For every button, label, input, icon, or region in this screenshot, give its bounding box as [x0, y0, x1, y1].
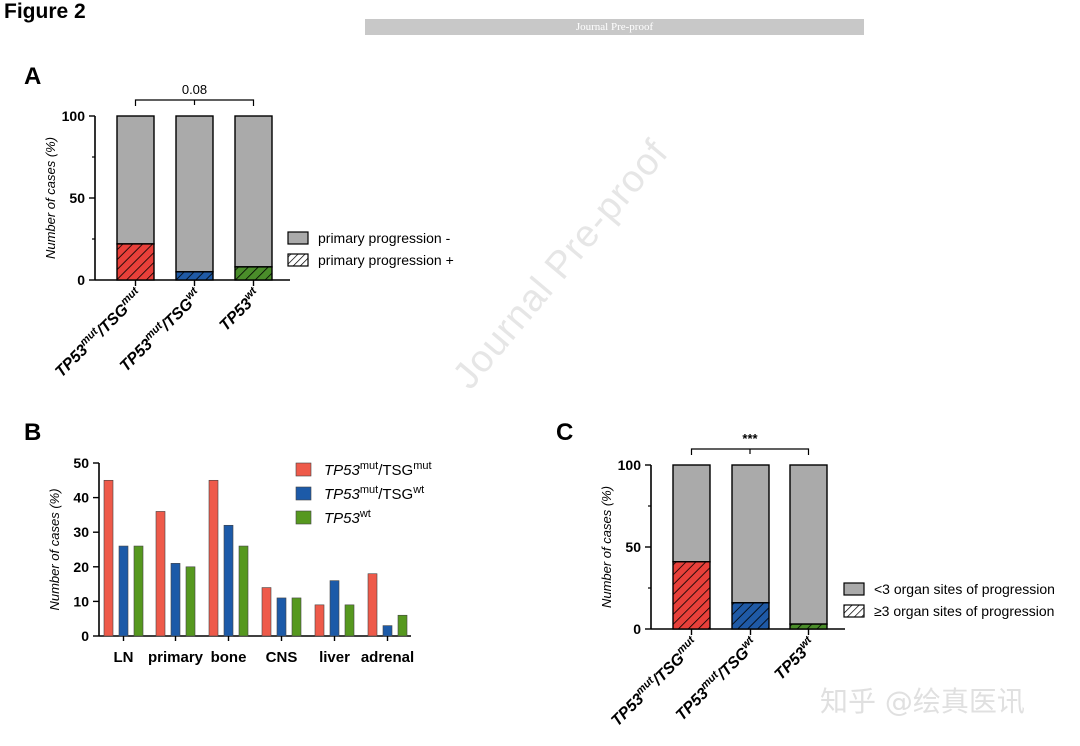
bar	[344, 604, 355, 637]
bar-segment-positive	[672, 561, 711, 630]
y-tick-label: 0	[633, 621, 641, 637]
legend-label: TP53mut/TSGmut	[324, 460, 432, 479]
panel-letter: A	[24, 63, 41, 90]
bar-segment-negative	[234, 115, 273, 268]
y-axis-label: Number of cases (%)	[43, 137, 58, 259]
bar	[185, 566, 196, 637]
panel-letter: C	[556, 419, 573, 446]
label-sup2: mut	[118, 284, 142, 308]
label-base: TP53	[324, 462, 361, 479]
y-tick-label: 20	[73, 559, 89, 575]
bar	[276, 597, 287, 637]
bar-segment-positive	[731, 602, 770, 630]
label-mid: /TSG	[378, 486, 413, 503]
label-sup: wt	[359, 508, 371, 520]
bar	[155, 511, 166, 637]
legend-label: TP53wt	[324, 508, 371, 527]
y-tick-label: 10	[73, 593, 89, 609]
bar-segment-positive	[234, 266, 273, 281]
legend-swatch-negative	[843, 582, 865, 596]
x-tick-label: TP53wt	[770, 633, 820, 683]
y-tick-label: 0	[77, 272, 85, 288]
bar	[103, 479, 114, 637]
bar-segment-negative	[175, 115, 214, 273]
legend-swatch	[295, 510, 312, 525]
y-tick-label: 0	[81, 628, 89, 644]
y-tick-label: 100	[62, 108, 86, 124]
label-sup: mut	[360, 484, 378, 496]
significance-label: ***	[742, 431, 758, 446]
bar	[133, 545, 144, 637]
y-tick-label: 30	[73, 524, 89, 540]
x-tick-label: primary	[148, 649, 204, 666]
x-tick-label: CNS	[266, 649, 298, 666]
bar	[367, 573, 378, 637]
label-mid: /TSG	[378, 462, 413, 479]
bar	[170, 563, 181, 637]
x-tick-label: LN	[114, 649, 134, 666]
label-sup: mut	[360, 460, 378, 472]
legend-label: <3 organ sites of progression	[874, 581, 1055, 597]
x-tick-label: liver	[319, 649, 350, 666]
x-tick-label: adrenal	[361, 649, 414, 666]
bar	[397, 614, 408, 637]
y-axis-label: Number of cases (%)	[599, 486, 614, 608]
bar	[223, 524, 234, 637]
bar-segment-positive	[789, 623, 828, 630]
figure-title: Figure 2	[4, 0, 86, 23]
significance-label: 0.08	[182, 82, 207, 97]
legend-swatch	[295, 486, 312, 501]
y-tick-label: 100	[618, 457, 642, 473]
y-tick-label: 50	[625, 539, 641, 555]
bar-segment-negative	[731, 464, 770, 604]
legend-label: primary progression -	[318, 230, 451, 246]
bar	[238, 545, 249, 637]
label-base: TP53	[324, 510, 361, 527]
bar	[208, 479, 219, 637]
bar-segment-negative	[116, 115, 155, 245]
bar	[118, 545, 129, 637]
y-tick-label: 40	[73, 490, 89, 506]
bar	[291, 597, 302, 637]
journal-preproof-banner: Journal Pre-proof	[365, 19, 864, 35]
bar	[261, 587, 272, 637]
y-tick-label: 50	[73, 455, 89, 471]
bar	[314, 604, 325, 637]
panel-b: B 0 10 20 30 40 50 Number of cases (%) LN primary…	[24, 419, 432, 666]
legend-swatch	[295, 462, 312, 477]
panel-letter: B	[24, 419, 41, 446]
bar-segment-negative	[672, 464, 711, 563]
legend-label: ≥3 organ sites of progression	[874, 603, 1054, 619]
legend-swatch-negative	[287, 231, 309, 245]
x-tick-label: bone	[211, 649, 247, 666]
bar	[382, 625, 393, 637]
bar	[329, 580, 340, 637]
legend-swatch-positive	[287, 253, 309, 267]
bar-segment-positive	[116, 243, 155, 281]
legend-swatch-positive	[843, 604, 865, 618]
x-tick-label: TP53wt	[215, 284, 265, 334]
label-base: TP53	[324, 486, 361, 503]
bar-segment-negative	[789, 464, 828, 625]
y-tick-label: 50	[69, 190, 85, 206]
y-axis-label: Number of cases (%)	[47, 488, 62, 610]
label-sup2: mut	[674, 633, 698, 657]
label-sup2: wt	[412, 484, 424, 496]
corner-watermark: 知乎 @绘真医讯	[820, 685, 1025, 718]
label-sup2: mut	[413, 460, 431, 472]
legend-label: primary progression +	[318, 252, 454, 268]
legend-label: TP53mut/TSGwt	[324, 484, 424, 503]
bar-segment-positive	[175, 271, 214, 281]
